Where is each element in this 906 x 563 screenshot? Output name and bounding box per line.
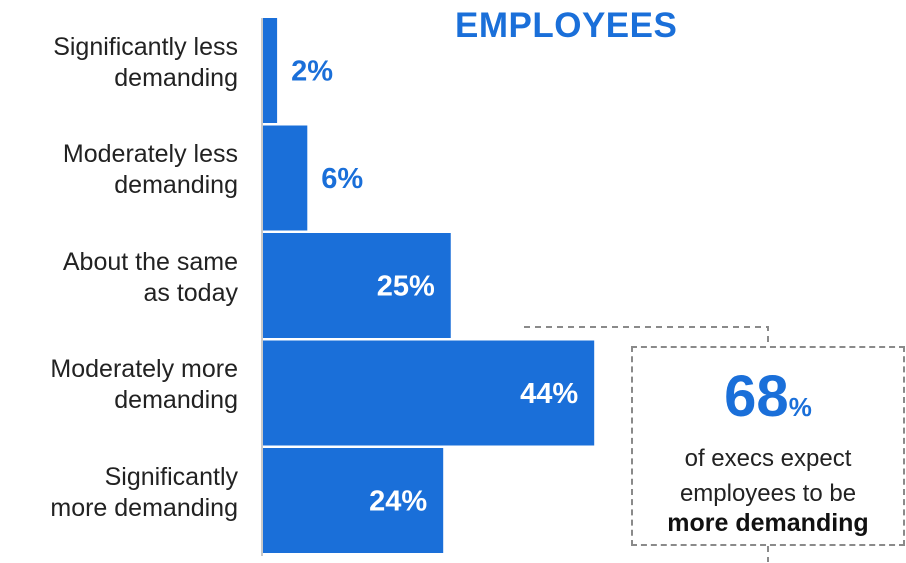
bar-value-label-0: 2%	[291, 56, 333, 88]
category-label-2: About the same as today	[0, 247, 238, 309]
callout-line-1: of execs expect	[684, 445, 852, 472]
category-label-4: Significantly more demanding	[0, 462, 238, 524]
category-label-line: demanding	[114, 386, 238, 414]
category-label-0: Significantly less demanding	[0, 32, 238, 94]
category-label-line: more demanding	[50, 493, 238, 522]
bar-0	[262, 18, 278, 123]
category-label-line: Significantly less	[53, 32, 238, 61]
chart-title: EMPLOYEES	[455, 6, 678, 45]
bar-4	[262, 448, 444, 553]
bar-value-label-3: 44%	[520, 378, 578, 410]
callout-bold-line: more demanding	[667, 509, 869, 537]
category-label-line: Significantly	[104, 462, 238, 491]
callout-number: 68	[724, 364, 789, 429]
category-label-line: Moderately less	[62, 140, 238, 168]
category-label-line: demanding	[114, 63, 238, 92]
category-label-line: as today	[143, 278, 238, 307]
callout-connector	[524, 326, 769, 562]
callout-unit: %	[788, 392, 812, 422]
callout-line-2: employees to be	[679, 480, 857, 507]
bar-1	[262, 125, 308, 231]
category-label-1: Moderately less demanding	[0, 139, 238, 201]
category-label-line: demanding	[114, 171, 238, 199]
category-label-3: Moderately more demanding	[0, 354, 238, 416]
category-label-line: About the same	[62, 247, 238, 276]
bar-value-label-1: 6%	[321, 163, 363, 195]
callout-percentage: 68%	[633, 366, 903, 438]
bar-3	[262, 340, 595, 446]
bar-2	[262, 233, 451, 338]
category-label-line: Moderately more	[50, 355, 238, 383]
bar-value-label-2: 25%	[377, 271, 435, 303]
summary-callout: 68% of execs expect employees to be more…	[631, 346, 905, 546]
bar-value-label-4: 24%	[369, 486, 427, 518]
